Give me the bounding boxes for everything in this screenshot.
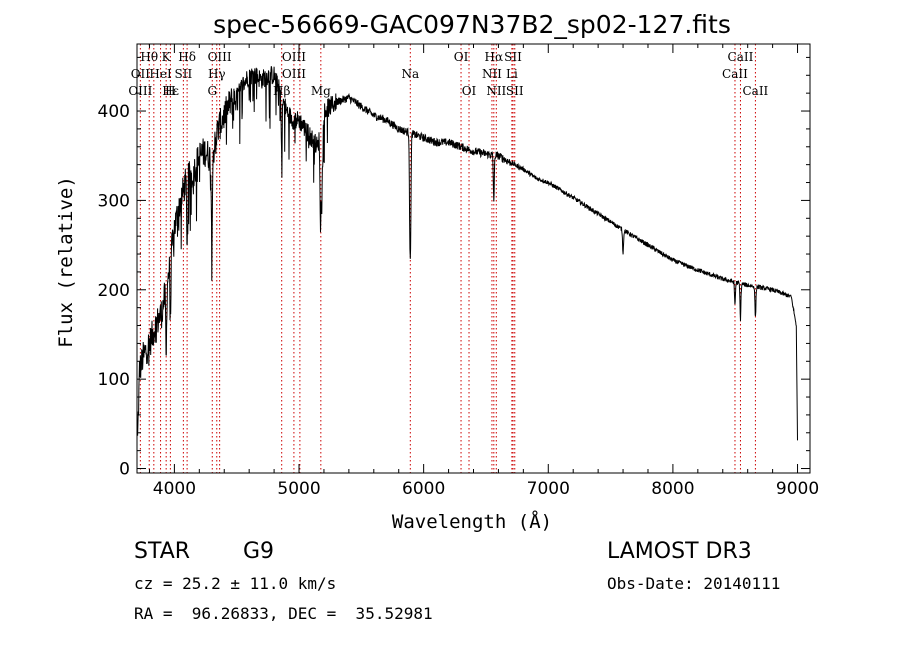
x-tick-label: 9000 [776, 479, 819, 499]
spectral-line-label: SII [506, 84, 524, 98]
spectral-line-label: Hδ [178, 50, 196, 64]
x-tick-label: 7000 [527, 479, 570, 499]
spectral-line-label: CaII [722, 67, 748, 81]
spectral-line-label: OIII [282, 50, 306, 64]
coordinates-text: RA = 96.26833, DEC = 35.52981 [134, 604, 433, 623]
x-tick-label: 5000 [277, 479, 320, 499]
x-tick-label: 4000 [153, 479, 196, 499]
y-axis: 0 100 200 300 400 [98, 56, 810, 480]
y-tick-label: 0 [119, 460, 130, 480]
spectral-line-label: Hθ [140, 50, 158, 64]
spectral-line-label: G [207, 84, 217, 98]
object-subclass: G9 [243, 539, 275, 564]
y-tick-label: 100 [98, 370, 130, 390]
spectral-line-label: NII [482, 67, 502, 81]
x-tick-label: 6000 [402, 479, 445, 499]
spectral-line-label: OIII [208, 50, 232, 64]
x-axis-label: Wavelength (Å) [392, 510, 552, 533]
spectral-line-label: Mg [311, 84, 331, 98]
object-class: STAR [134, 539, 191, 564]
observation-date: Obs-Date: 20140111 [607, 574, 781, 593]
spectral-line-label: HeI [149, 67, 172, 81]
line-markers [139, 44, 756, 473]
x-tick-label: 8000 [651, 479, 694, 499]
spectral-line-label: Hα [485, 50, 504, 64]
y-tick-label: 300 [98, 191, 130, 211]
spectral-line-label: Hγ [208, 67, 226, 81]
spectral-line-label: CaII [742, 84, 768, 98]
spectral-line-label: OI [454, 50, 469, 64]
spectral-line-label: NII [486, 84, 506, 98]
spectral-line-label: SII [175, 67, 193, 81]
spectral-line-label: Na [401, 67, 419, 81]
spectral-line-label: H [165, 84, 175, 98]
survey-name: LAMOST DR3 [607, 539, 752, 564]
spectral-line-label: Hε [162, 84, 179, 98]
chart-title: spec-56669-GAC097N37B2_sp02-127.fits [213, 10, 731, 39]
spectrum-chart: spec-56669-GAC097N37B2_sp02-127.fits Hθ K… [55, 10, 819, 533]
y-tick-label: 400 [98, 102, 130, 122]
spectrum-line [137, 66, 798, 441]
spectral-line-label: OIII [282, 67, 306, 81]
spectral-line-label: SII [504, 50, 522, 64]
spectral-line-label: OII [131, 67, 151, 81]
x-axis: 4000 5000 6000 7000 8000 9000 [148, 44, 819, 499]
spectral-line-label: Li [506, 67, 518, 81]
redshift-text: cz = 25.2 ± 11.0 km/s [134, 574, 337, 593]
spectral-line-label: K [162, 50, 172, 64]
spectral-line-label: OI [462, 84, 477, 98]
spectral-line-label: OIII [128, 84, 152, 98]
spectral-line-label: CaII [728, 50, 754, 64]
y-axis-label: Flux (relative) [55, 176, 77, 348]
y-tick-label: 200 [98, 281, 130, 301]
